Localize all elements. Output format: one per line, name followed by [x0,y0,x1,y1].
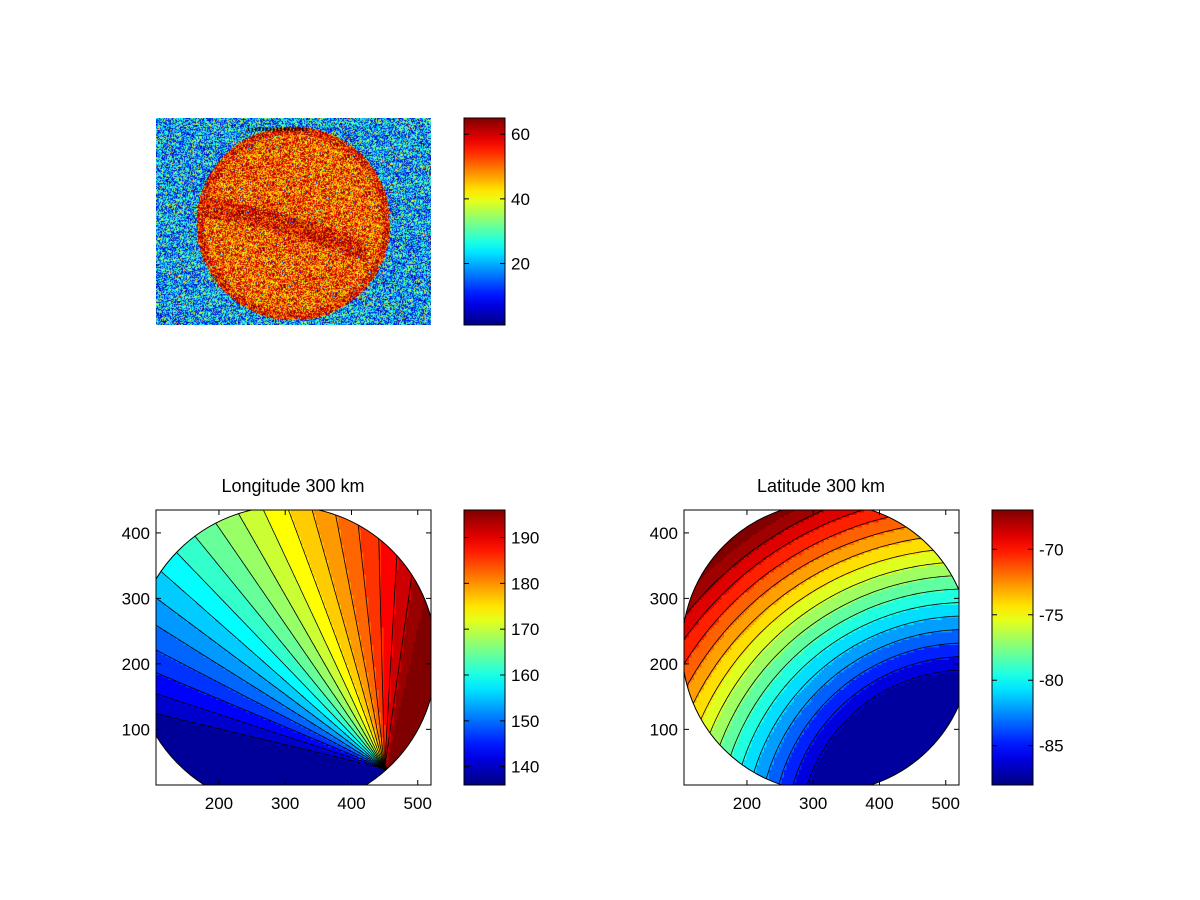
longitude-ytick-label-3: 400 [122,524,150,543]
longitude-xtick-label-1: 300 [271,794,299,813]
latitude-xtick-label-3: 500 [932,794,960,813]
longitude-ytick-label-0: 100 [122,720,150,739]
latitude-xtick-label-0: 200 [733,794,761,813]
longitude-xtick-label-2: 400 [337,794,365,813]
latitude-ytick-label-0: 100 [650,720,678,739]
longitude-colorbar-tick-label-2: 160 [511,666,539,685]
longitude-panel: Longitude 300 km 200 300 400 500 100 200 300 40… [122,476,432,813]
noise-image [156,118,431,325]
latitude-ytick-label-3: 400 [650,524,678,543]
latitude-xtick-label-1: 300 [799,794,827,813]
image-colorbar-tick-label-0: 20 [511,255,530,274]
latitude-colorbar-tick-label-3: -70 [1039,540,1064,559]
latitude-ytick-label-2: 300 [650,589,678,608]
longitude-colorbar-tick-label-4: 180 [511,574,539,593]
latitude-xtick-label-2: 400 [865,794,893,813]
image-colorbar-tick-label-1: 40 [511,190,530,209]
longitude-axes-box [155,509,432,786]
image-colorbar-tick-label-2: 60 [511,125,530,144]
longitude-colorbar-tick-label-0: 140 [511,758,539,777]
latitude-ytick-label-1: 200 [650,655,678,674]
latitude-axes-box [683,509,960,786]
latitude-panel: Latitude 300 km 200 300 400 500 100 200 300 400 [650,476,960,813]
image-panel [156,118,431,325]
longitude-ytick-label-1: 200 [122,655,150,674]
longitude-title: Longitude 300 km [221,476,364,496]
longitude-colorbar-tick-label-3: 170 [511,620,539,639]
longitude-colorbar-tick-label-1: 150 [511,712,539,731]
longitude-colorbar-tick-label-5: 190 [511,529,539,548]
latitude-title: Latitude 300 km [757,476,885,496]
longitude-xtick-label-3: 500 [404,794,432,813]
longitude-ytick-label-2: 300 [122,589,150,608]
latitude-colorbar-tick-label-0: -85 [1039,737,1064,756]
latitude-colorbar: -85 -80 -75 -70 [991,509,1064,786]
latitude-colorbar-tick-label-2: -75 [1039,606,1064,625]
longitude-colorbar: 140 150 160 170 180 190 [463,509,539,786]
longitude-xtick-label-0: 200 [205,794,233,813]
image-colorbar: 20 40 60 [463,117,530,326]
latitude-colorbar-tick-label-1: -80 [1039,671,1064,690]
